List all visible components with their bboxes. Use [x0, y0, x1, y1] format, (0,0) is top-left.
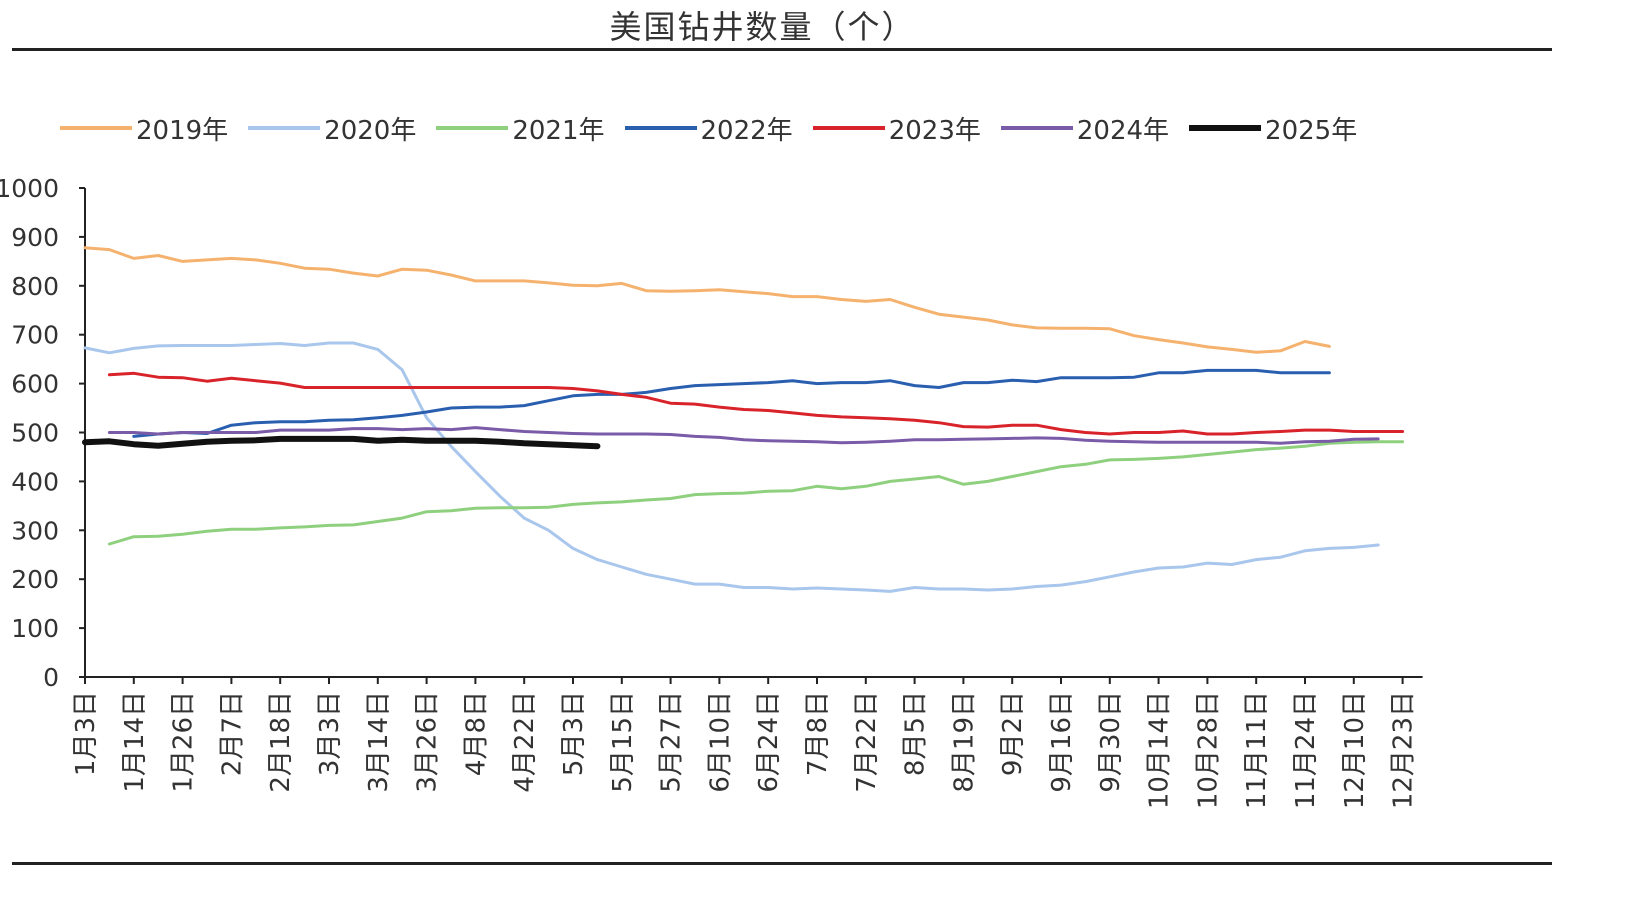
x-tick-label: 10月28日 — [1193, 691, 1223, 809]
x-tick-label: 6月10日 — [705, 691, 735, 793]
x-tick-label: 7月8日 — [803, 691, 833, 776]
legend-swatch — [812, 126, 885, 130]
x-tick-label: 3月26日 — [413, 691, 443, 793]
bottom-rule — [12, 862, 1552, 865]
legend-label: 2022年 — [700, 115, 793, 146]
x-tick-label: 4月8日 — [461, 691, 491, 776]
series-line-2022 — [132, 368, 1331, 438]
series-line-2021 — [107, 440, 1405, 546]
legend-label: 2019年 — [136, 115, 229, 146]
legend-item: 2020年 — [248, 110, 416, 147]
legend-label: 2024年 — [1076, 115, 1170, 146]
legend-label: 2025年 — [1265, 115, 1358, 146]
series-line-2020 — [83, 341, 1380, 593]
series-line-2024 — [107, 426, 1380, 445]
legend-swatch — [248, 126, 321, 130]
legend-label: 2023年 — [888, 115, 981, 146]
y-tick-label: 500 — [11, 419, 59, 448]
x-tick-label: 9月2日 — [998, 691, 1028, 776]
x-tick-label: 5月27日 — [657, 691, 687, 793]
y-tick-label: 400 — [11, 467, 59, 496]
x-tick-label: 2月7日 — [217, 691, 247, 776]
y-tick-label: 300 — [11, 516, 59, 545]
legend-swatch — [60, 126, 132, 130]
x-tick-label: 3月3日 — [315, 691, 345, 776]
legend-swatch — [1000, 126, 1073, 130]
x-tick-label: 10月14日 — [1145, 691, 1175, 809]
y-tick-label: 100 — [11, 614, 59, 643]
chart-title: 美国钻井数量（个） — [609, 8, 916, 46]
legend-item: 2024年 — [1000, 110, 1170, 147]
top-rule — [12, 48, 1552, 51]
legend-label: 2020年 — [324, 115, 417, 146]
y-tick-label: 200 — [11, 565, 59, 594]
legend: 2019年 2020年 2021年 2022年 2023年 2024年 2025年 — [60, 108, 1377, 148]
x-tick-label: 11月24日 — [1291, 691, 1321, 809]
x-tick-label: 8月19日 — [949, 691, 979, 793]
y-tick-label: 900 — [11, 223, 59, 252]
y-tick-label: 800 — [11, 272, 59, 301]
x-tick-label: 5月3日 — [559, 691, 589, 776]
legend-item: 2023年 — [812, 110, 981, 147]
legend-swatch — [1189, 125, 1262, 131]
legend-item: 2019年 — [60, 110, 228, 147]
x-tick-label: 6月24日 — [754, 691, 784, 793]
series-line-2025 — [82, 435, 601, 450]
legend-item: 2021年 — [436, 110, 605, 147]
x-tick-label: 1月3日 — [71, 691, 101, 776]
y-tick-label: 1000 — [0, 174, 59, 203]
x-tick-label: 7月22日 — [852, 691, 882, 793]
legend-swatch — [624, 126, 697, 130]
x-tick-label: 4月22日 — [510, 691, 540, 793]
x-tick-label: 9月30日 — [1096, 691, 1126, 793]
x-tick-label: 9月16日 — [1047, 691, 1077, 793]
legend-label: 2021年 — [512, 115, 605, 146]
x-tick-label: 3月14日 — [364, 691, 394, 793]
y-tick-label: 0 — [43, 663, 59, 692]
y-tick-label: 600 — [11, 370, 59, 399]
series-line-2023 — [107, 371, 1405, 436]
x-tick-label: 1月14日 — [120, 691, 150, 793]
x-tick-label: 8月5日 — [901, 691, 931, 776]
x-tick-label: 12月23日 — [1389, 691, 1419, 809]
x-tick-label: 1月26日 — [169, 691, 199, 793]
x-tick-label: 12月10日 — [1340, 691, 1370, 809]
legend-swatch — [436, 126, 509, 130]
legend-item: 2025年 — [1189, 110, 1357, 147]
x-tick-label: 11月11日 — [1242, 691, 1272, 809]
y-tick-label: 700 — [11, 321, 59, 350]
legend-item: 2022年 — [624, 110, 793, 147]
x-tick-label: 2月18日 — [266, 691, 296, 793]
series-line-2019 — [83, 246, 1331, 354]
x-tick-label: 5月15日 — [608, 691, 638, 793]
